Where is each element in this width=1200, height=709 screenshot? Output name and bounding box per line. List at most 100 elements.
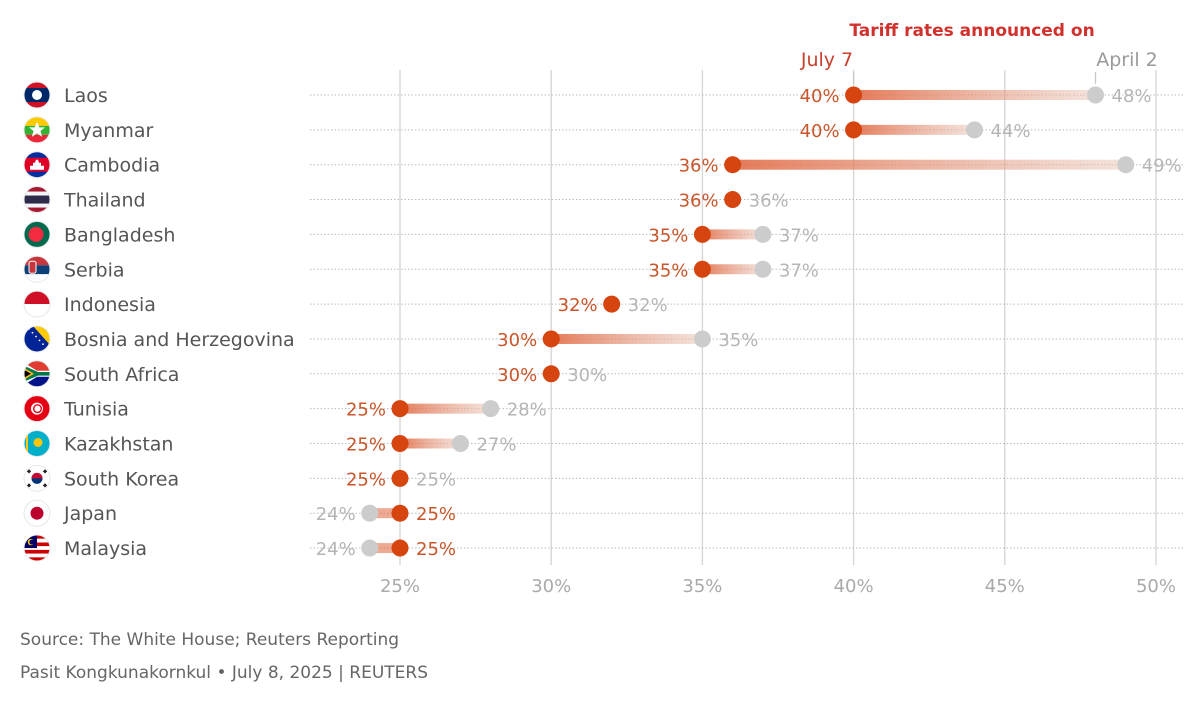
connector-bar	[702, 229, 763, 240]
dot-april2	[754, 225, 772, 243]
value-label-july7: 40%	[800, 86, 840, 107]
dot-april2	[754, 260, 772, 278]
dot-april2	[966, 121, 984, 139]
value-label-july7: 25%	[416, 539, 456, 560]
serbia-flag-icon	[23, 255, 51, 283]
x-tick-label: 40%	[834, 576, 874, 597]
connector-bar	[732, 159, 1126, 170]
value-label-july7: 25%	[346, 400, 386, 421]
value-label-july7: 32%	[558, 295, 598, 316]
dot-july7	[845, 86, 863, 104]
data-row: Indonesia 32% 32%	[23, 290, 1185, 318]
legend-label-april2: April 2	[1096, 49, 1158, 71]
dot-july7	[603, 295, 621, 313]
connector-bar	[400, 438, 461, 449]
x-tick-label: 25%	[380, 576, 420, 597]
dot-july7	[542, 365, 560, 383]
data-row: Kazakhstan 25% 27%	[23, 430, 1185, 457]
south-africa-flag-icon	[23, 360, 51, 388]
value-label-april2: 48%	[1112, 86, 1152, 107]
country-label: Indonesia	[64, 294, 156, 316]
dot-april2	[451, 435, 469, 452]
data-row: Tunisia 25% 28%	[23, 395, 1185, 423]
value-label-april2: 32%	[628, 295, 668, 316]
dot-april2	[361, 504, 379, 522]
value-label-april2: 44%	[991, 121, 1031, 142]
country-label: Myanmar	[64, 120, 153, 142]
value-label-april2: 37%	[779, 225, 819, 246]
connector-bar	[702, 264, 763, 275]
value-label-july7: 25%	[346, 469, 386, 490]
data-row: Bosnia and Herzegovina 30% 35%	[23, 325, 1185, 353]
country-label: Bangladesh	[64, 224, 175, 246]
x-tick-label: 50%	[1136, 576, 1176, 597]
dot-july7	[391, 539, 409, 557]
dot-july7	[391, 435, 409, 452]
legend: Tariff rates announced on July 7 April 2	[800, 21, 1158, 71]
dot-july7	[724, 156, 742, 174]
x-tick-label: 35%	[682, 576, 722, 597]
x-axis: 25% 30% 35% 40% 45% 50%	[380, 576, 1176, 597]
dot-april2	[693, 330, 711, 348]
kazakhstan-flag-icon	[23, 430, 51, 457]
dot-july7	[542, 330, 560, 348]
value-label-april2: 24%	[316, 539, 356, 560]
indonesia-flag-icon	[23, 290, 51, 318]
dot-april2	[361, 539, 379, 557]
data-row: Laos 40% 48%	[23, 81, 1185, 109]
connector-bar	[853, 90, 1096, 100]
value-label-april2: 36%	[749, 191, 789, 212]
value-label-april2: 49%	[1142, 156, 1182, 177]
country-label: Serbia	[64, 259, 125, 281]
data-row: Malaysia 24% 25%	[23, 534, 1185, 562]
dot-april2	[482, 400, 500, 418]
country-label: Cambodia	[64, 155, 160, 177]
data-row: South Africa 30% 30%	[23, 360, 1185, 388]
dot-july7	[724, 191, 742, 209]
country-label: Japan	[63, 503, 117, 525]
legend-title: Tariff rates announced on	[849, 21, 1094, 41]
laos-flag-icon	[23, 81, 51, 109]
dot-july7	[391, 469, 409, 487]
grid-layer	[399, 70, 1157, 565]
value-label-july7: 36%	[679, 191, 719, 212]
dot-july7	[845, 121, 863, 139]
data-row: Thailand 36% 36%	[23, 186, 1185, 214]
value-label-april2: 27%	[476, 435, 516, 456]
connector-bar	[551, 333, 703, 344]
data-row: Serbia 35% 37%	[23, 255, 1185, 283]
cambodia-flag-icon	[23, 151, 51, 179]
country-label: Thailand	[63, 190, 146, 212]
source-note: Source: The White House; Reuters Reporti…	[20, 630, 400, 650]
country-label: Laos	[64, 85, 108, 107]
value-label-july7: 30%	[497, 365, 537, 386]
data-row: Cambodia 36% 49%	[23, 151, 1185, 179]
south-korea-flag-icon	[23, 464, 51, 492]
connector-bar	[853, 124, 975, 135]
value-label-april2: 37%	[779, 260, 819, 281]
myanmar-flag-icon	[23, 116, 51, 144]
data-row: Bangladesh 35% 37%	[23, 220, 1185, 248]
country-label: South Korea	[64, 468, 179, 490]
bosnia-flag-icon	[23, 325, 51, 353]
country-label: Tunisia	[63, 399, 129, 421]
value-label-april2: 35%	[718, 330, 758, 351]
connector-bar	[400, 403, 491, 414]
country-label: Malaysia	[64, 538, 147, 560]
country-label: Kazakhstan	[64, 434, 173, 456]
data-row: Myanmar 40% 44%	[23, 116, 1185, 144]
bangladesh-flag-icon	[23, 220, 51, 248]
byline: Pasit Kongkunakornkul • July 8, 2025 | R…	[20, 663, 428, 683]
value-label-july7: 35%	[648, 260, 688, 281]
value-label-april2: 25%	[416, 469, 456, 490]
value-label-april2: 28%	[507, 400, 547, 421]
data-row: Japan 24% 25%	[23, 499, 1185, 527]
value-label-july7: 25%	[346, 435, 386, 456]
rows-layer: Laos 40% 48% Myanmar 40% 44% Cambodia 36% 49% Tha…	[23, 81, 1185, 562]
x-tick-label: 45%	[985, 576, 1025, 597]
dot-july7	[391, 504, 409, 522]
japan-flag-icon	[23, 499, 51, 527]
value-label-july7: 40%	[800, 121, 840, 142]
country-label: South Africa	[64, 364, 179, 386]
value-label-july7: 36%	[679, 156, 719, 177]
